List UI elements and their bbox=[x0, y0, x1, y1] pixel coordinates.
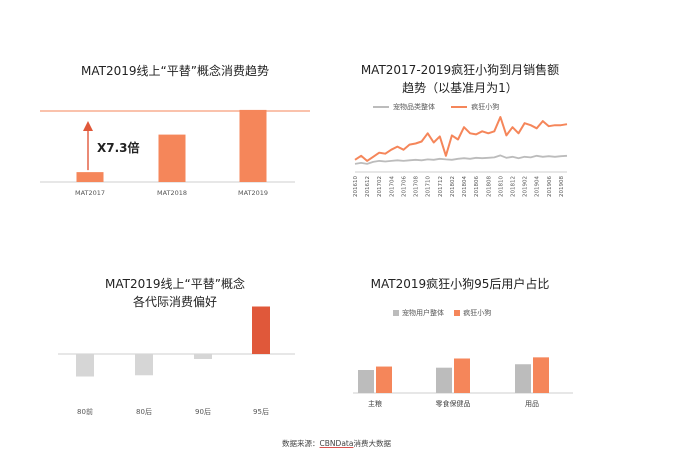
x-tick-label: 主粮 bbox=[368, 399, 382, 408]
x-tick-label: MAT2018 bbox=[157, 189, 187, 197]
x-tick-label: 201804 bbox=[462, 176, 468, 197]
bar bbox=[158, 134, 186, 182]
bar bbox=[533, 357, 549, 393]
generation-bar-chart: 80前 80后 90后 95后 bbox=[58, 306, 295, 416]
sales-line-chart: 201610 201612 201702 201704 201706 201708 2017… bbox=[353, 116, 568, 197]
source-prefix: 数据来源： bbox=[282, 439, 320, 448]
bar bbox=[454, 358, 470, 393]
x-tick-label: 201902 bbox=[523, 176, 529, 197]
x-tick-label: 201908 bbox=[559, 176, 565, 197]
chart-panel-generation: MAT2019线上“平替”概念 各代际消费偏好 80前 80后 90后 95后 bbox=[40, 270, 310, 430]
bar bbox=[76, 354, 94, 377]
legend-label-overall: 宠物用户整体 bbox=[402, 309, 444, 317]
series-line-overall bbox=[354, 154, 568, 165]
bar bbox=[252, 306, 270, 354]
source-suffix: 消费大数据 bbox=[353, 439, 391, 448]
x-tick-label: 201712 bbox=[438, 176, 444, 197]
x-tick-label: 201810 bbox=[498, 176, 504, 197]
x-tick-label: 201610 bbox=[353, 176, 359, 197]
x-tick-label: 80后 bbox=[136, 407, 152, 416]
x-tick-label: MAT2017 bbox=[75, 189, 105, 197]
bar bbox=[358, 370, 374, 393]
x-tick-label: 用品 bbox=[525, 400, 539, 408]
x-tick-label: 201808 bbox=[486, 176, 492, 197]
x-tick-label: 201702 bbox=[377, 176, 383, 197]
legend-swatch-overall bbox=[393, 310, 399, 316]
x-tick-label: 80前 bbox=[77, 407, 93, 416]
bar bbox=[436, 367, 452, 393]
chart-legend: 宠物品类整体 疯狂小狗 bbox=[373, 102, 499, 112]
growth-arrow-head bbox=[83, 121, 93, 131]
growth-annotation: X7.3倍 bbox=[97, 140, 140, 155]
chart-title-line-1: MAT2019线上“平替”概念 bbox=[105, 277, 245, 291]
legend-label-brand: 疯狂小狗 bbox=[463, 309, 492, 317]
x-tick-label: 201708 bbox=[414, 176, 420, 197]
x-tick-label: 201812 bbox=[510, 176, 516, 197]
chart-panel-trend: MAT2019线上“平替”概念消费趋势 MAT2017 MAT2018 MAT201… bbox=[40, 55, 310, 205]
x-tick-label: 零食保健品 bbox=[436, 399, 471, 408]
legend-label-brand: 疯狂小狗 bbox=[471, 103, 500, 111]
legend-label-overall: 宠物品类整体 bbox=[393, 103, 435, 111]
series-line-brand bbox=[354, 116, 568, 162]
legend-swatch-overall bbox=[373, 106, 389, 108]
x-tick-label: 201706 bbox=[401, 176, 407, 197]
x-tick-label: 201806 bbox=[474, 176, 480, 197]
x-tick-label: 201904 bbox=[535, 176, 541, 197]
bar bbox=[515, 364, 531, 393]
bar bbox=[135, 354, 153, 376]
x-tick-label: 201704 bbox=[389, 176, 395, 197]
source-note: 数据来源：CBNData消费大数据 bbox=[0, 438, 673, 449]
chart-panel-sales-line: MAT2017-2019疯狂小狗到月销售额 趋势（以基准月为1） 宠物品类整体 … bbox=[335, 60, 585, 210]
x-tick-label: 201612 bbox=[365, 176, 371, 197]
chart-title: MAT2019疯狂小狗95后用户占比 bbox=[370, 277, 550, 291]
source-brand: CBNData bbox=[319, 439, 354, 448]
chart-title-line-2: 各代际消费偏好 bbox=[132, 295, 217, 309]
x-tick-label: 201802 bbox=[450, 176, 456, 197]
chart-legend: 宠物用户整体 疯狂小狗 bbox=[393, 308, 491, 318]
x-tick-label: MAT2019 bbox=[238, 189, 268, 197]
chart-title-line-2: 趋势（以基准月为1） bbox=[402, 81, 518, 95]
bar bbox=[76, 172, 104, 182]
chart-panel-user-share: MAT2019疯狂小狗95后用户占比 宠物用户整体 疯狂小狗 主粮 零食保健品 用品 bbox=[335, 270, 585, 430]
bar bbox=[376, 366, 392, 393]
legend-swatch-brand bbox=[454, 310, 461, 316]
chart-title-line-1: MAT2017-2019疯狂小狗到月销售额 bbox=[360, 63, 560, 77]
legend-swatch-brand bbox=[451, 106, 468, 108]
x-tick-label: 90后 bbox=[195, 407, 211, 416]
bar bbox=[239, 109, 267, 182]
trend-bar-chart: MAT2017 MAT2018 MAT2019 X7.3倍 bbox=[40, 109, 310, 197]
x-tick-label: 201710 bbox=[426, 176, 432, 197]
chart-title: MAT2019线上“平替”概念消费趋势 bbox=[81, 64, 269, 78]
x-tick-label: 201906 bbox=[547, 176, 553, 197]
user-share-bar-chart: 主粮 零食保健品 用品 bbox=[353, 357, 573, 408]
x-tick-label: 95后 bbox=[253, 407, 269, 416]
bar bbox=[194, 354, 212, 359]
